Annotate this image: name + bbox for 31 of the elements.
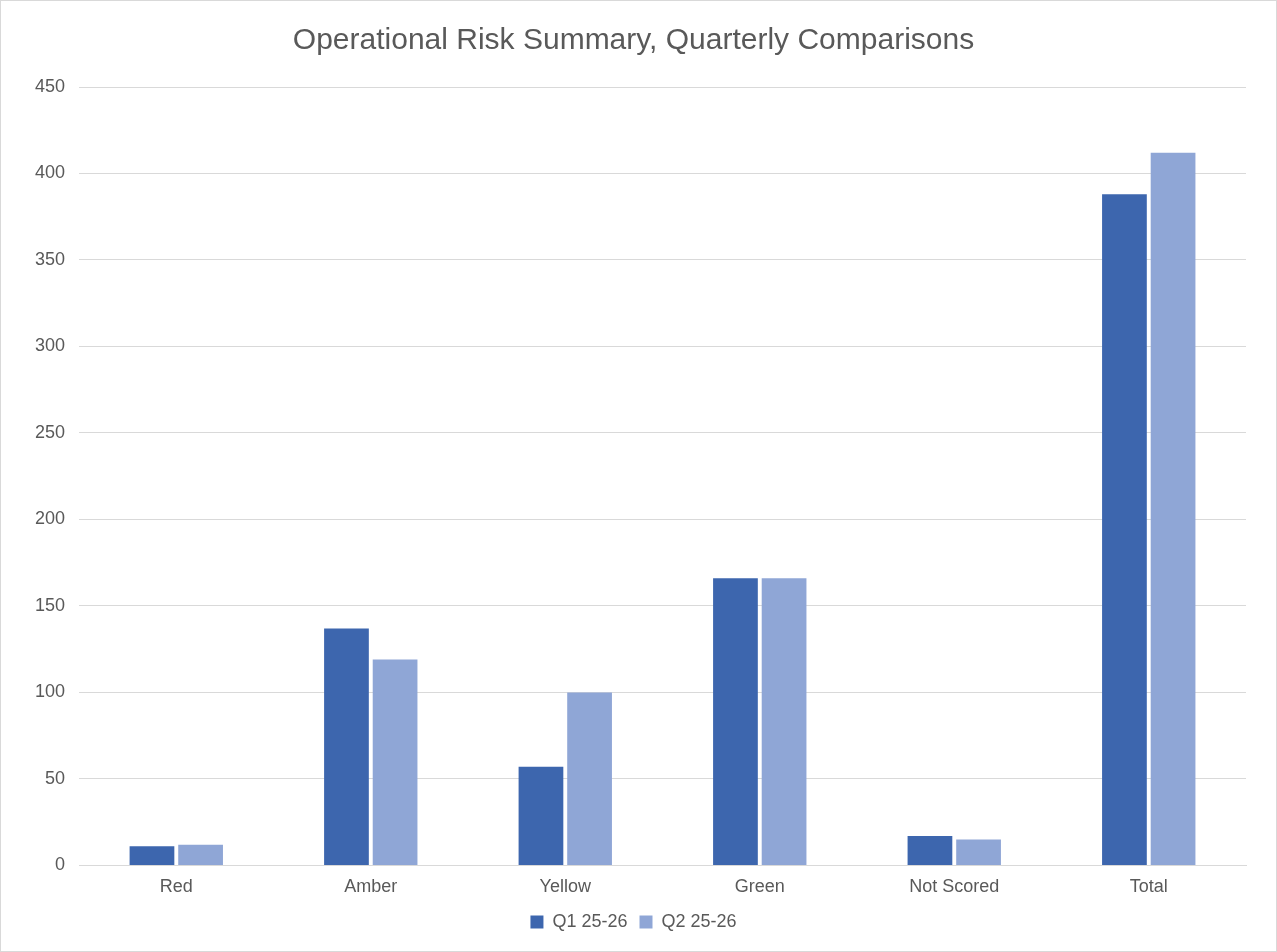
x-tick-label: Red [159,876,193,897]
bar [1102,194,1147,865]
bar [1150,152,1196,865]
bar [956,839,1001,865]
x-tick-label: Amber [344,876,398,897]
y-tick-label: 450 [34,75,66,96]
y-tick-label: 350 [34,248,66,269]
y-tick-label: 400 [34,162,66,183]
y-tick-label: 0 [55,854,66,875]
bar [907,835,953,865]
x-tick-label: Not Scored [909,876,1000,897]
y-tick-label: 50 [45,767,66,788]
bar [129,846,175,865]
chart-title: Operational Risk Summary, Quarterly Comparisons [292,22,975,56]
y-tick-label: 100 [34,681,66,702]
y-tick-label: 200 [34,508,66,529]
bar [324,628,369,865]
bar [372,659,418,865]
y-tick-label: 150 [34,594,66,615]
bar [567,692,612,865]
legend-label: Q2 25-26 [661,910,737,931]
bar [713,578,758,865]
y-tick-label: 300 [34,335,66,356]
bar [761,578,807,865]
bar [518,766,564,865]
x-tick-label: Green [734,876,785,897]
legend-label: Q1 25-26 [552,910,628,931]
x-tick-label: Total [1129,876,1168,897]
bar [178,844,223,865]
y-tick-label: 250 [34,421,66,442]
x-tick-label: Yellow [539,876,592,897]
